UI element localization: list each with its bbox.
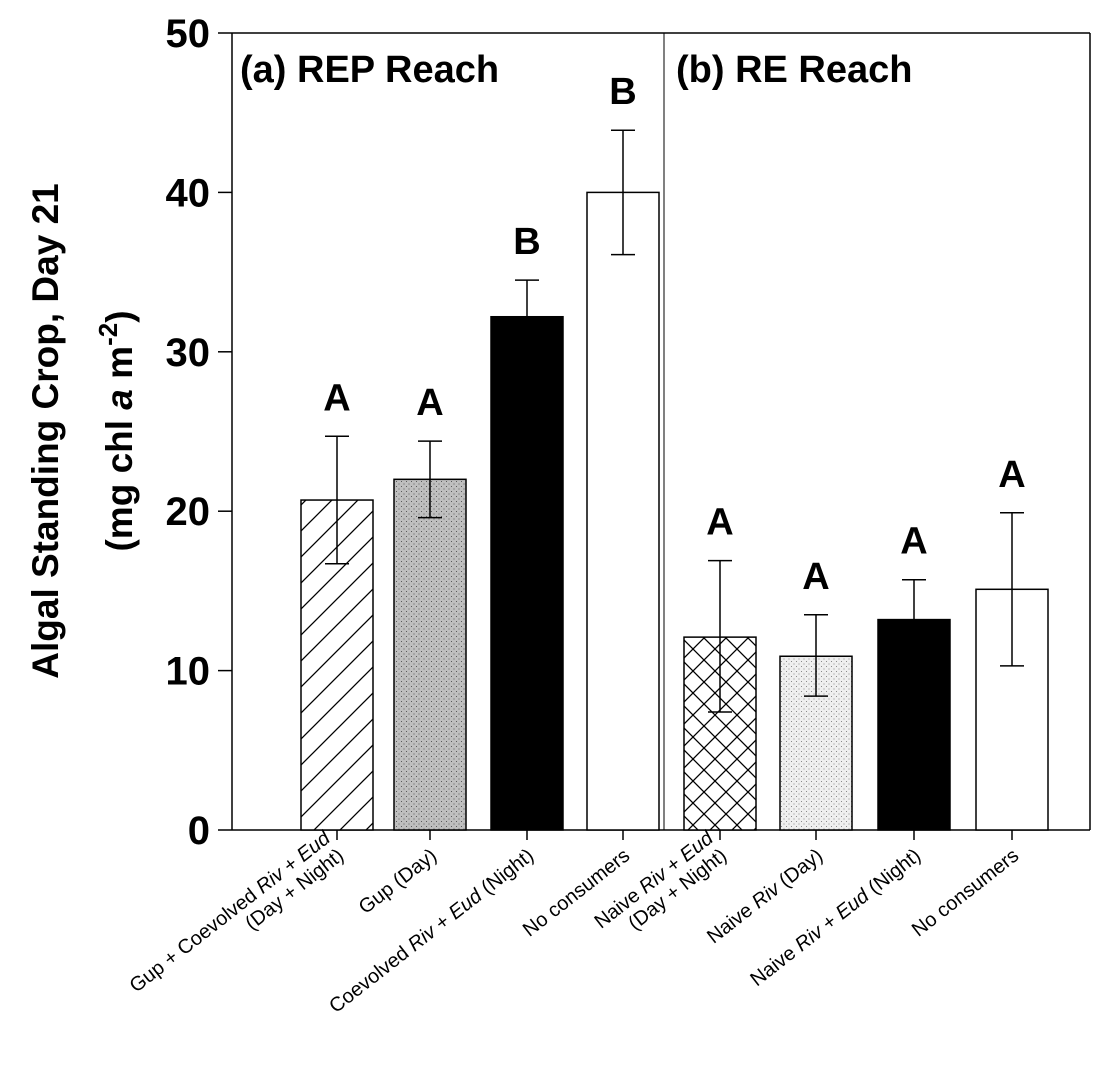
category-labels: Gup + Coevolved Riv + Eud(Day + Night) Gu… (126, 827, 1023, 1018)
bar (393, 478, 467, 831)
y-tick-label: 20 (166, 490, 211, 534)
significance-label: B (609, 71, 636, 113)
panel-label: (b) RE Reach (676, 49, 912, 91)
y-axis-title-line2: (mg chl a m-2) (93, 310, 140, 551)
plot-area (231, 32, 1091, 831)
y-tick-label: 50 (166, 12, 211, 56)
y-tick-label: 40 (166, 171, 211, 215)
category-label: Gup (Day) (355, 845, 441, 919)
category-label: Coevolved Riv + Eud (Night) (325, 845, 538, 1018)
category-label: Gup + Coevolved Riv + Eud(Day + Night) (126, 827, 349, 1015)
significance-label: A (706, 502, 733, 544)
y-tick-label: 0 (188, 809, 210, 853)
y-axis-title-line1: Algal Standing Crop, Day 21 (25, 183, 66, 678)
significance-label: A (416, 382, 443, 424)
bar (490, 315, 564, 831)
category-label: No consumers (908, 845, 1023, 942)
category-label: No consumers (519, 845, 634, 942)
y-tick-label: 30 (166, 331, 211, 375)
significance-label: A (900, 521, 927, 563)
y-axis: 0 10 20 30 40 50 (166, 12, 232, 853)
significance-label: A (998, 454, 1025, 496)
significance-label: A (802, 556, 829, 598)
bar (586, 191, 660, 831)
category-label: Naive Riv + Eud (Night) (746, 845, 925, 991)
panel-label: (a) REP Reach (240, 49, 499, 91)
significance-label: A (323, 377, 350, 419)
significance-label: B (513, 221, 540, 263)
panels: (a) REP Reach A A B B (b) RE Reach A A A A (240, 49, 1049, 840)
y-tick-label: 10 (166, 650, 211, 694)
